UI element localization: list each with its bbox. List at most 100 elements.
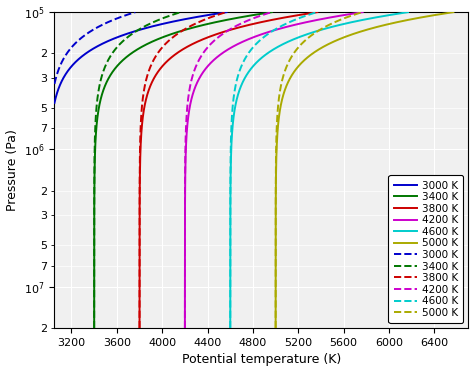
3400 K <box>91 172 97 177</box>
Line: 4200 K: 4200 K <box>185 12 272 328</box>
5000 K <box>287 77 292 81</box>
4200 K <box>182 181 188 185</box>
5000 K <box>273 172 279 177</box>
4200 K <box>182 310 188 314</box>
4200 K <box>182 172 188 177</box>
3800 K <box>197 19 203 24</box>
5000 K <box>273 310 279 314</box>
4200 K <box>182 326 188 330</box>
4200 K <box>182 181 188 185</box>
5000 K <box>334 19 339 24</box>
4200 K <box>307 19 312 24</box>
3000 K <box>46 310 52 314</box>
5000 K <box>280 77 285 81</box>
Line: 3000 K: 3000 K <box>49 12 135 328</box>
5000 K <box>273 326 279 330</box>
4600 K <box>228 310 233 314</box>
Line: 3400 K: 3400 K <box>94 12 272 328</box>
X-axis label: Potential temperature (K): Potential temperature (K) <box>182 353 341 366</box>
3400 K <box>152 19 158 24</box>
5000 K <box>398 19 403 24</box>
3400 K <box>91 310 97 314</box>
4200 K <box>243 19 249 23</box>
3800 K <box>137 310 142 314</box>
3800 K <box>137 310 142 314</box>
5000 K <box>334 19 339 23</box>
Line: 3400 K: 3400 K <box>94 12 181 328</box>
3800 K <box>262 19 268 23</box>
4600 K <box>234 77 240 81</box>
4600 K <box>228 172 233 177</box>
4200 K <box>182 310 188 314</box>
3800 K <box>198 19 203 23</box>
3400 K <box>178 10 183 15</box>
3400 K <box>91 181 97 185</box>
3800 K <box>137 181 143 185</box>
3000 K <box>46 326 52 330</box>
Line: 4200 K: 4200 K <box>185 12 363 328</box>
3400 K <box>153 19 158 23</box>
5000 K <box>273 181 279 185</box>
3000 K <box>60 77 65 81</box>
Line: 4600 K: 4600 K <box>230 12 408 328</box>
Line: 4600 K: 4600 K <box>230 12 317 328</box>
4200 K <box>196 77 201 81</box>
4600 K <box>228 181 233 185</box>
3800 K <box>137 326 142 330</box>
4600 K <box>228 181 233 185</box>
Line: 3800 K: 3800 K <box>139 12 226 328</box>
4200 K <box>189 77 194 81</box>
3000 K <box>46 310 52 314</box>
3400 K <box>105 77 111 81</box>
3400 K <box>217 19 222 23</box>
4200 K <box>182 326 188 330</box>
4600 K <box>228 310 233 314</box>
Y-axis label: Pressure (Pa): Pressure (Pa) <box>6 129 18 211</box>
3400 K <box>98 77 104 81</box>
5000 K <box>273 172 279 177</box>
Line: 5000 K: 5000 K <box>276 12 362 328</box>
3000 K <box>46 181 52 185</box>
4600 K <box>352 19 358 24</box>
3000 K <box>107 19 113 23</box>
Line: 5000 K: 5000 K <box>276 12 453 328</box>
3400 K <box>216 19 222 24</box>
3800 K <box>223 10 229 15</box>
5000 K <box>359 10 365 15</box>
3400 K <box>269 10 275 15</box>
4600 K <box>405 10 411 15</box>
4600 K <box>228 172 234 177</box>
Line: 3800 K: 3800 K <box>139 12 317 328</box>
3000 K <box>224 10 229 15</box>
3400 K <box>91 326 97 330</box>
3000 K <box>53 77 58 81</box>
4600 K <box>241 77 247 81</box>
4600 K <box>228 326 233 330</box>
Line: 3000 K: 3000 K <box>49 12 227 328</box>
3000 K <box>46 172 52 177</box>
3000 K <box>46 181 52 185</box>
3800 K <box>137 181 143 185</box>
3800 K <box>314 10 320 15</box>
3400 K <box>91 310 97 314</box>
3400 K <box>91 326 97 330</box>
3800 K <box>144 77 149 81</box>
3800 K <box>261 19 267 24</box>
3400 K <box>91 181 97 185</box>
5000 K <box>450 10 456 15</box>
3000 K <box>171 19 176 24</box>
5000 K <box>398 19 404 23</box>
3000 K <box>46 172 52 177</box>
Legend: 3000 K, 3400 K, 3800 K, 4200 K, 4600 K, 5000 K, 3000 K, 3400 K, 3800 K, 4200 K, : 3000 K, 3400 K, 3800 K, 4200 K, 4600 K, … <box>389 175 463 323</box>
3800 K <box>137 326 142 330</box>
3400 K <box>91 172 97 177</box>
3800 K <box>137 172 143 177</box>
4200 K <box>360 10 365 15</box>
4600 K <box>288 19 294 24</box>
3800 K <box>137 172 143 177</box>
4200 K <box>308 19 313 23</box>
3000 K <box>172 19 177 23</box>
5000 K <box>273 310 279 314</box>
4200 K <box>243 19 248 24</box>
5000 K <box>273 326 279 330</box>
